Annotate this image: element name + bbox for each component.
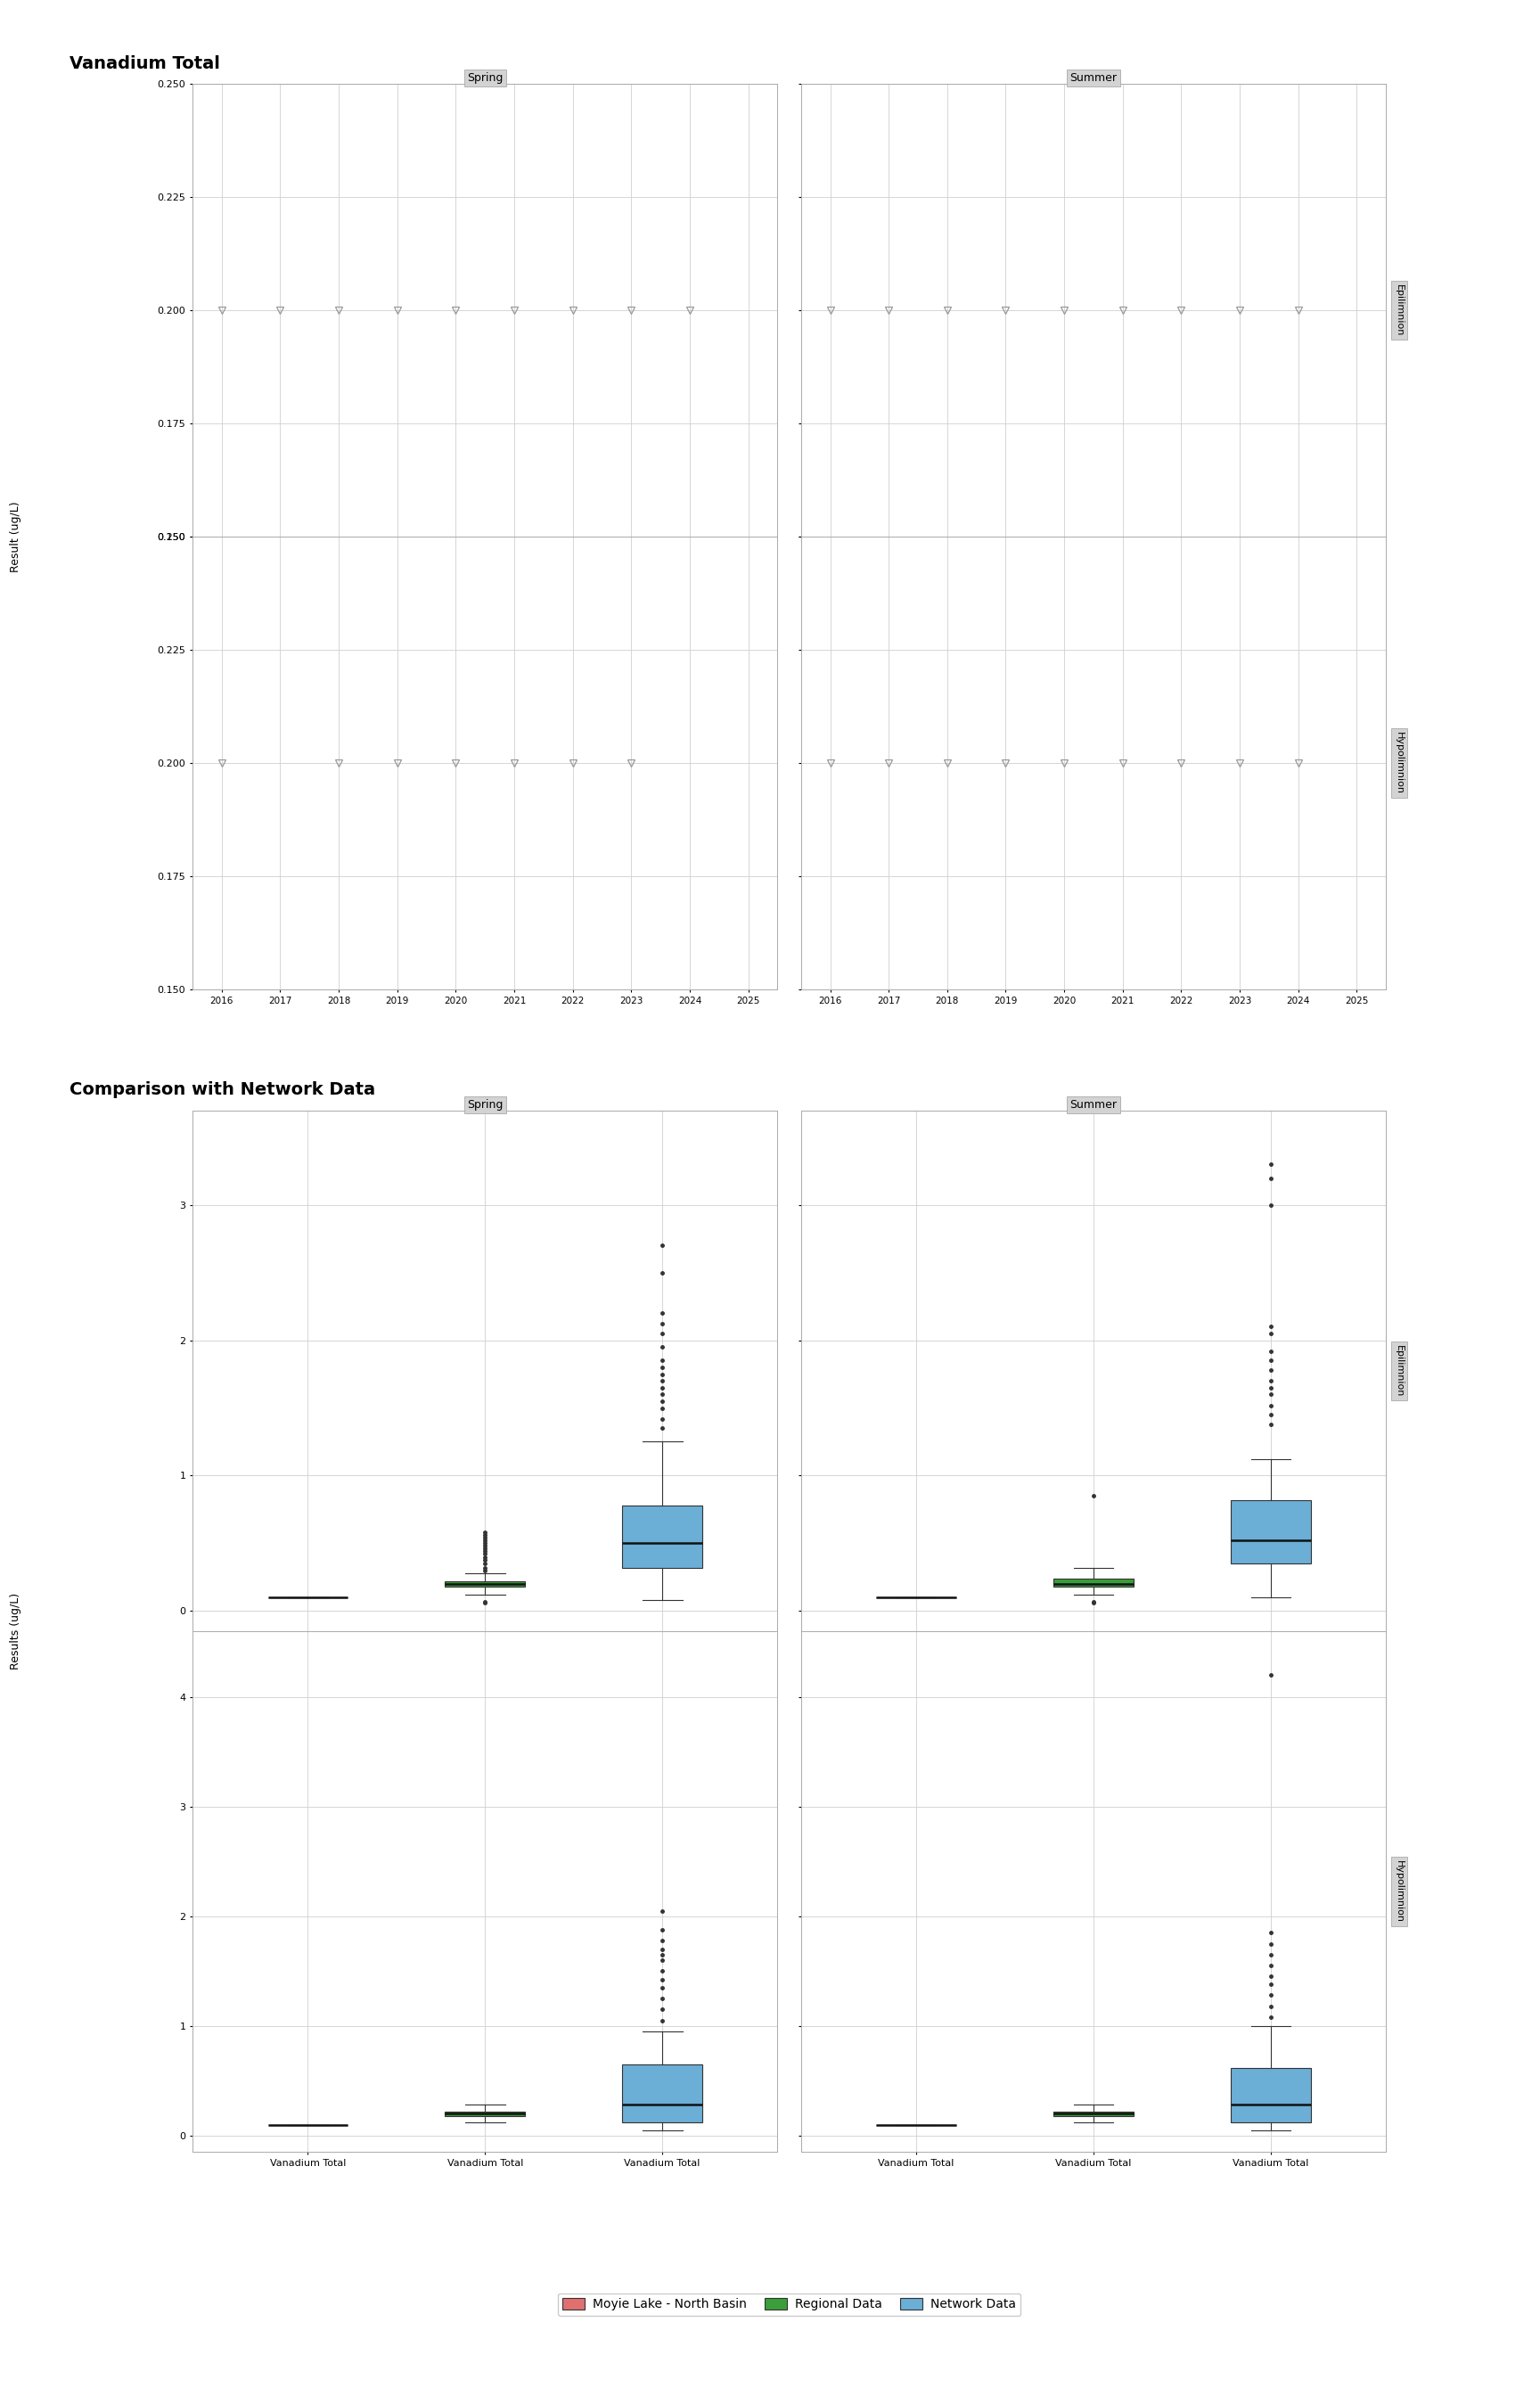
Text: Epilimnion: Epilimnion — [1395, 285, 1403, 335]
Title: Summer: Summer — [1070, 72, 1116, 84]
Title: Spring: Spring — [467, 72, 504, 84]
PathPatch shape — [1053, 2111, 1133, 2116]
PathPatch shape — [622, 1505, 702, 1567]
Legend: Moyie Lake - North Basin, Regional Data, Network Data: Moyie Lake - North Basin, Regional Data,… — [557, 2293, 1021, 2315]
PathPatch shape — [622, 2065, 702, 2123]
PathPatch shape — [1230, 1500, 1311, 1565]
Text: Comparison with Network Data: Comparison with Network Data — [69, 1081, 376, 1097]
Text: Result (ug/L): Result (ug/L) — [9, 501, 22, 573]
Text: Hypolimnion: Hypolimnion — [1395, 1859, 1403, 1924]
Text: Results (ug/L): Results (ug/L) — [9, 1593, 22, 1670]
PathPatch shape — [445, 2111, 525, 2116]
Title: Spring: Spring — [467, 1100, 504, 1109]
Text: Vanadium Total: Vanadium Total — [69, 55, 220, 72]
PathPatch shape — [445, 1581, 525, 1586]
PathPatch shape — [1230, 2068, 1311, 2123]
Title: Summer: Summer — [1070, 1100, 1116, 1109]
Text: Epilimnion: Epilimnion — [1395, 1344, 1403, 1397]
PathPatch shape — [1053, 1579, 1133, 1586]
Text: Hypolimnion: Hypolimnion — [1395, 733, 1403, 795]
